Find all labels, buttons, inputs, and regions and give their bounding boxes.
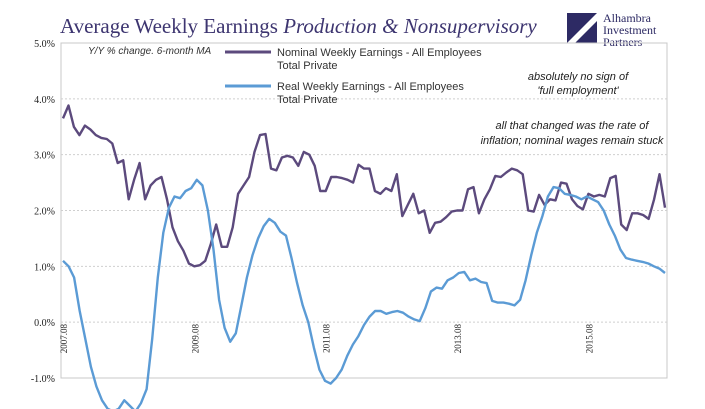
x-tick-label: 2011.08 [322, 324, 332, 353]
y-tick-label: 0.0% [34, 318, 55, 329]
chart-title: Average Weekly Earnings Production & Non… [60, 14, 537, 38]
logo-line1: Alhambra [603, 11, 652, 25]
legend-label-real-line2: Total Private [277, 94, 338, 106]
annotation-2-line2: inflation; nominal wages remain stuck [481, 135, 664, 147]
y-tick-label: -1.0% [31, 374, 55, 385]
y-tick-label: 5.0% [34, 39, 55, 50]
annotation-full-employment: absolutely no sign of 'full employment' [528, 71, 629, 97]
y-axis: 5.0% 4.0% 3.0% 2.0% 1.0% 0.0% -1.0% [31, 39, 55, 385]
legend-label-real-line1: Real Weekly Earnings - All Employees [277, 81, 464, 93]
y-tick-label: 2.0% [34, 207, 55, 218]
x-axis: 2007.08 2009.08 2011.08 2013.08 2015.08 [59, 324, 594, 354]
y-tick-label: 1.0% [34, 262, 55, 273]
x-tick-label: 2009.08 [190, 324, 200, 354]
chart-title-main: Average Weekly Earnings [60, 14, 283, 38]
y-tick-label: 4.0% [34, 95, 55, 106]
logo-line3: Partners [603, 35, 643, 49]
y-tick-label: 3.0% [34, 151, 55, 162]
logo-mark-cut [567, 13, 597, 43]
annotation-1-line1: absolutely no sign of [528, 71, 629, 83]
annotation-inflation: all that changed was the rate of inflati… [481, 120, 664, 147]
x-tick-label: 2013.08 [453, 324, 463, 354]
series-line-nominal [61, 104, 667, 268]
legend: Nominal Weekly Earnings - All Employees … [225, 47, 482, 106]
legend-label-nominal-line1: Nominal Weekly Earnings - All Employees [277, 47, 482, 59]
annotation-2-line1: all that changed was the rate of [496, 120, 650, 132]
x-tick-label: 2007.08 [59, 324, 69, 354]
grid-layer [61, 98, 667, 323]
chart-title-italic: Production & Nonsupervisory [282, 14, 537, 38]
logo: Alhambra Investment Partners [567, 11, 657, 49]
annotation-1-line2: 'full employment' [537, 85, 619, 97]
logo-line2: Investment [603, 23, 657, 37]
x-tick-label: 2015.08 [584, 324, 594, 354]
series-line-real [62, 178, 666, 409]
chart-subtitle: Y/Y % change. 6-month MA [88, 46, 212, 57]
legend-label-nominal-line2: Total Private [277, 60, 338, 72]
